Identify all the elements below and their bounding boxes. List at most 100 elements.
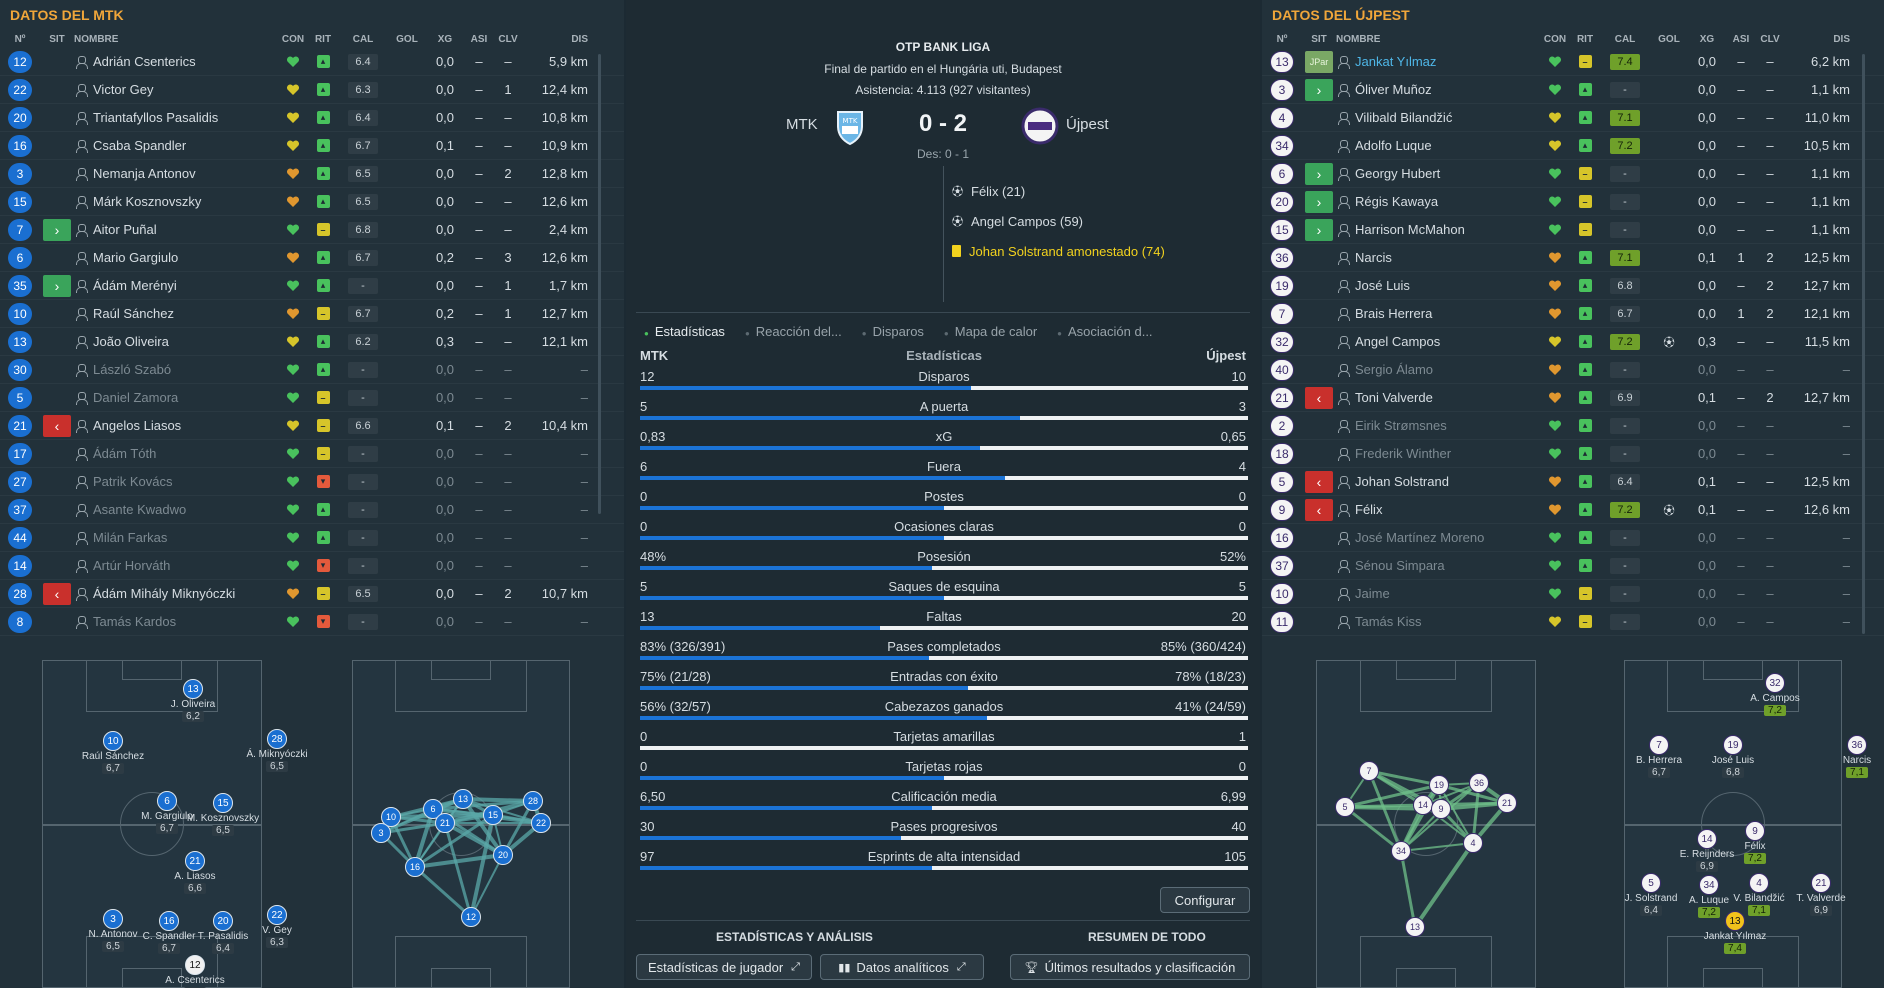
player-name[interactable]: Jaime bbox=[1355, 586, 1390, 601]
table-row[interactable]: 10 Raúl Sánchez – 6.7 0,2 – 1 12,7 km bbox=[0, 300, 624, 328]
player-name[interactable]: Toni Valverde bbox=[1355, 390, 1433, 405]
formation-player-marker[interactable]: 4 bbox=[1749, 873, 1769, 893]
player-name-cell[interactable]: Jaime bbox=[1336, 586, 1540, 601]
player-name[interactable]: Angelos Liasos bbox=[93, 418, 182, 433]
formation-player-marker[interactable]: 15 bbox=[213, 793, 233, 813]
column-header[interactable]: SIT bbox=[1311, 33, 1327, 45]
player-name[interactable]: Angel Campos bbox=[1355, 334, 1441, 349]
away-table-scrollbar[interactable] bbox=[1862, 54, 1865, 634]
formation-player-marker[interactable]: 7 bbox=[1649, 735, 1669, 755]
player-name[interactable]: Victor Gey bbox=[93, 82, 154, 97]
analytics-button[interactable]: ▮▮ Datos analíticos ⤢ bbox=[820, 954, 984, 980]
player-name-cell[interactable]: Régis Kawaya bbox=[1336, 194, 1540, 209]
formation-player-marker[interactable]: 36 bbox=[1847, 735, 1867, 755]
table-row[interactable]: 3 › Óliver Muñoz ▴ - 0,0 – – 1,1 km bbox=[1262, 76, 1884, 104]
formation-player-marker[interactable]: 21 bbox=[185, 851, 205, 871]
player-name-cell[interactable]: Artúr Horváth bbox=[74, 558, 278, 573]
column-header[interactable]: CLV bbox=[498, 33, 518, 45]
formation-player-marker[interactable]: 28 bbox=[267, 729, 287, 749]
player-name-cell[interactable]: Patrik Kovács bbox=[74, 474, 278, 489]
player-name-cell[interactable]: Sénou Simpara bbox=[1336, 558, 1540, 573]
player-name[interactable]: Ádám Tóth bbox=[93, 446, 157, 461]
table-row[interactable]: 6 › Georgy Hubert – - 0,0 – – 1,1 km bbox=[1262, 160, 1884, 188]
player-name[interactable]: Artúr Horváth bbox=[93, 558, 171, 573]
column-header[interactable]: Nº bbox=[14, 33, 26, 45]
formation-player-marker[interactable]: 32 bbox=[1765, 673, 1785, 693]
network-player-node[interactable]: 12 bbox=[461, 907, 481, 927]
table-row[interactable]: 21 ‹ Angelos Liasos – 6.6 0,1 – 2 10,4 km bbox=[0, 412, 624, 440]
formation-player-marker[interactable]: 13 bbox=[1725, 911, 1745, 931]
player-name[interactable]: Daniel Zamora bbox=[93, 390, 179, 405]
table-row[interactable]: 5 Daniel Zamora – - 0,0 – – – bbox=[0, 384, 624, 412]
player-name[interactable]: José Luis bbox=[1355, 278, 1410, 293]
formation-player-marker[interactable]: 34 bbox=[1699, 875, 1719, 895]
table-row[interactable]: 14 Artúr Horváth ▾ - 0,0 – – – bbox=[0, 552, 624, 580]
table-row[interactable]: 17 Ádám Tóth – - 0,0 – – – bbox=[0, 440, 624, 468]
formation-player-marker[interactable]: 14 bbox=[1697, 829, 1717, 849]
table-row[interactable]: 11 Tamás Kiss – - 0,0 – – – bbox=[1262, 608, 1884, 636]
tab-0[interactable]: ● Estadísticas bbox=[644, 324, 725, 339]
network-player-node[interactable]: 5 bbox=[1335, 797, 1355, 817]
network-player-node[interactable]: 4 bbox=[1463, 833, 1483, 853]
table-row[interactable]: 6 Mario Gargiulo ▴ 6.7 0,2 – 3 12,6 km bbox=[0, 244, 624, 272]
player-name-cell[interactable]: Jankat Yılmaz bbox=[1336, 54, 1540, 69]
player-name[interactable]: Márk Kosznovszky bbox=[93, 194, 202, 209]
formation-player-marker[interactable]: 9 bbox=[1745, 821, 1765, 841]
column-header[interactable]: NOMBRE bbox=[1336, 33, 1381, 45]
player-name[interactable]: Ádám Mihály Miknyóczki bbox=[93, 586, 236, 601]
column-header[interactable]: ASI bbox=[470, 33, 488, 45]
player-name-cell[interactable]: Tamás Kiss bbox=[1336, 614, 1540, 629]
table-row[interactable]: 13 João Oliveira ▴ 6.2 0,3 – – 12,1 km bbox=[0, 328, 624, 356]
table-row[interactable]: 9 ‹ Félix ▴ 7.2 ⚽︎ 0,1 – – 12,6 km bbox=[1262, 496, 1884, 524]
player-name[interactable]: Sergio Álamo bbox=[1355, 362, 1434, 377]
network-player-node[interactable]: 9 bbox=[1431, 799, 1451, 819]
table-row[interactable]: 18 Frederik Winther ▴ - 0,0 – – – bbox=[1262, 440, 1884, 468]
column-header[interactable]: ASI bbox=[1732, 33, 1750, 45]
table-row[interactable]: 32 Angel Campos ▴ 7.2 ⚽︎ 0,3 – – 11,5 km bbox=[1262, 328, 1884, 356]
player-name[interactable]: Jankat Yılmaz bbox=[1355, 54, 1437, 69]
table-row[interactable]: 20 › Régis Kawaya – - 0,0 – – 1,1 km bbox=[1262, 188, 1884, 216]
network-player-node[interactable]: 16 bbox=[405, 857, 425, 877]
formation-player-marker[interactable]: 22 bbox=[267, 905, 287, 925]
player-name-cell[interactable]: Óliver Muñoz bbox=[1336, 82, 1540, 97]
player-name[interactable]: László Szabó bbox=[93, 362, 172, 377]
column-header[interactable]: GOL bbox=[1658, 33, 1680, 45]
player-name[interactable]: Tamás Kardos bbox=[93, 614, 177, 629]
column-header[interactable]: RIT bbox=[1576, 33, 1594, 45]
player-name[interactable]: Asante Kwadwo bbox=[93, 502, 187, 517]
network-player-node[interactable]: 3 bbox=[371, 823, 391, 843]
formation-player-marker[interactable]: 6 bbox=[157, 791, 177, 811]
formation-player-marker[interactable]: 3 bbox=[103, 909, 123, 929]
player-name-cell[interactable]: Georgy Hubert bbox=[1336, 166, 1540, 181]
table-row[interactable]: 16 José Martínez Moreno ▴ - 0,0 – – – bbox=[1262, 524, 1884, 552]
table-row[interactable]: 19 José Luis ▴ 6.8 0,0 – 2 12,7 km bbox=[1262, 272, 1884, 300]
player-name-cell[interactable]: Toni Valverde bbox=[1336, 390, 1540, 405]
player-name[interactable]: Ádám Merényi bbox=[93, 278, 177, 293]
player-name[interactable]: Mario Gargiulo bbox=[93, 250, 179, 265]
home-table-scrollbar[interactable] bbox=[598, 54, 601, 514]
player-name[interactable]: Adrián Csenterics bbox=[93, 54, 196, 69]
player-name-cell[interactable]: Milán Farkas bbox=[74, 530, 278, 545]
configure-button[interactable]: Configurar bbox=[1160, 887, 1250, 913]
tab-label[interactable]: Mapa de calor bbox=[954, 324, 1038, 339]
formation-player-marker[interactable]: 21 bbox=[1811, 873, 1831, 893]
player-name[interactable]: Brais Herrera bbox=[1355, 306, 1433, 321]
table-row[interactable]: 35 › Ádám Merényi ▴ - 0,0 – 1 1,7 km bbox=[0, 272, 624, 300]
player-name[interactable]: João Oliveira bbox=[93, 334, 169, 349]
column-header[interactable]: SIT bbox=[49, 33, 65, 45]
player-name-cell[interactable]: Narcis bbox=[1336, 250, 1540, 265]
table-row[interactable]: 40 Sergio Álamo ▴ - 0,0 – – – bbox=[1262, 356, 1884, 384]
player-name[interactable]: Adolfo Luque bbox=[1355, 138, 1432, 153]
table-row[interactable]: 34 Adolfo Luque ▴ 7.2 0,0 – – 10,5 km bbox=[1262, 132, 1884, 160]
network-player-node[interactable]: 36 bbox=[1469, 773, 1489, 793]
formation-player-marker[interactable]: 5 bbox=[1641, 873, 1661, 893]
network-player-node[interactable]: 15 bbox=[483, 805, 503, 825]
player-name-cell[interactable]: Eirik Strømsnes bbox=[1336, 418, 1540, 433]
player-name[interactable]: Aitor Puñal bbox=[93, 222, 157, 237]
tab-4[interactable]: ● Asociación d... bbox=[1057, 324, 1152, 339]
column-header[interactable]: GOL bbox=[396, 33, 418, 45]
network-player-node[interactable]: 19 bbox=[1429, 775, 1449, 795]
network-player-node[interactable]: 14 bbox=[1413, 795, 1433, 815]
player-name-cell[interactable]: Csaba Spandler bbox=[74, 138, 278, 153]
player-name-cell[interactable]: José Martínez Moreno bbox=[1336, 530, 1540, 545]
